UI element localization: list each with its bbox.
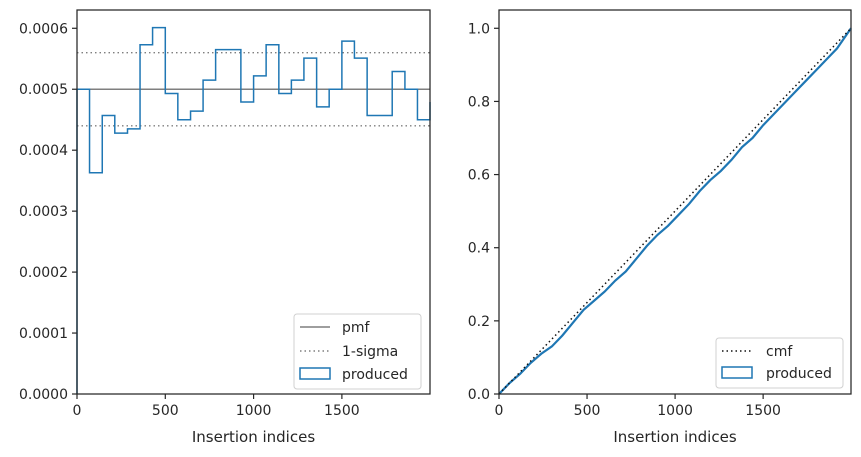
- legend-produced-swatch: [721, 366, 753, 379]
- y-tick-label: 0.0: [468, 387, 490, 403]
- y-tick-label: 0.0004: [19, 143, 68, 159]
- legend-box: [293, 313, 422, 390]
- x-axis-ticks: 0 500 1000 1500: [73, 394, 360, 419]
- legend-box: [715, 337, 844, 389]
- plot-frame: [498, 9, 852, 395]
- y-tick-label: 0.0001: [19, 326, 68, 342]
- legend-cmf-label: cmf: [766, 344, 793, 360]
- x-axis-label: Insertion indices: [192, 428, 315, 446]
- pmf-histogram-panel: 0 500 1000 1500 0.00000.00010.00020.00030.0…: [19, 9, 431, 446]
- x-tick-label: 1500: [745, 403, 781, 419]
- cmf-panel: 0 500 1000 1500 0.0 0.2 0.4 0.6 0.8 1.0 Insertio…: [468, 9, 852, 446]
- legend: pmf 1-sigma produced: [293, 313, 422, 390]
- histogram-series: [76, 26, 431, 394]
- y-tick-label: 0.2: [468, 314, 490, 330]
- x-tick-label: 1000: [236, 403, 272, 419]
- y-tick-label: 0.0003: [19, 204, 68, 220]
- legend-1-sigma-label: 1-sigma: [342, 344, 398, 360]
- y-tick-label: 1.0: [468, 21, 490, 37]
- y-tick-label: 0.0005: [19, 82, 68, 98]
- y-tick-label: 0.4: [468, 241, 490, 257]
- x-axis-ticks: 0 500 1000 1500: [495, 394, 781, 419]
- y-tick-label: 0.0000: [19, 387, 68, 403]
- x-tick-label: 1000: [657, 403, 693, 419]
- cumulative-series: [498, 27, 852, 395]
- legend-produced-swatch: [299, 367, 331, 380]
- legend: cmf produced: [715, 337, 844, 389]
- y-tick-label: 0.0002: [19, 265, 68, 281]
- y-axis-ticks: 0.0 0.2 0.4 0.6 0.8 1.0: [468, 21, 499, 403]
- produced-histogram-step: [76, 26, 431, 394]
- produced-cumulative-line: [498, 27, 852, 395]
- y-tick-label: 0.6: [468, 168, 490, 184]
- legend-produced-label: produced: [342, 367, 408, 383]
- x-tick-label: 500: [574, 403, 601, 419]
- x-axis-label: Insertion indices: [613, 428, 736, 446]
- y-tick-label: 0.0006: [19, 21, 68, 37]
- legend-produced-label: produced: [766, 366, 832, 382]
- x-tick-label: 500: [152, 403, 179, 419]
- x-tick-label: 0: [495, 403, 504, 419]
- x-tick-label: 0: [73, 403, 82, 419]
- y-tick-label: 0.8: [468, 94, 490, 110]
- legend-pmf-label: pmf: [342, 320, 371, 336]
- x-tick-label: 1500: [324, 403, 360, 419]
- y-axis-ticks: 0.0000 0.0001 0.0002 0.0003 0.0004 0.0005 0.00…: [19, 21, 77, 403]
